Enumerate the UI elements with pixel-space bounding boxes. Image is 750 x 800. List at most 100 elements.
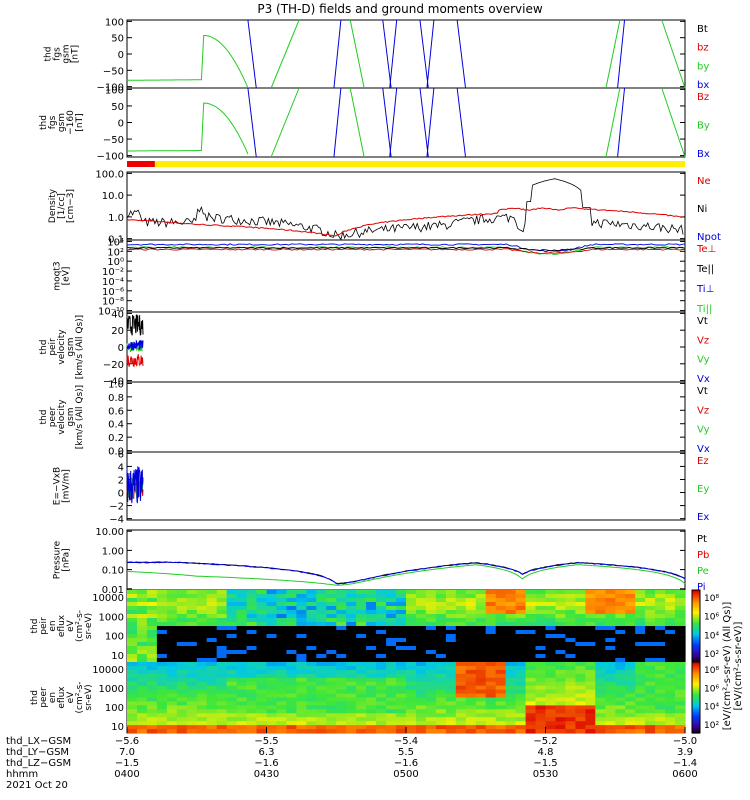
spectrogram-cell (156, 662, 168, 667)
spectrogram-cell (326, 705, 337, 710)
spectrogram-cell (555, 681, 567, 687)
spectrogram-cell (595, 638, 606, 643)
spectrogram-cell (306, 681, 317, 687)
spectrogram-cell (535, 590, 547, 595)
legend-entry: Pb (697, 550, 709, 561)
spectrogram-cell (535, 689, 547, 695)
colorbar-swatch (692, 701, 700, 704)
spectrogram-cell (515, 622, 527, 627)
spectrogram-cell (585, 654, 596, 659)
spectrogram-cell (346, 658, 357, 663)
spectrogram-cell (236, 650, 248, 655)
spectrogram-cell (445, 725, 457, 730)
spectrogram-cell (485, 697, 497, 702)
spectrogram-cell (425, 654, 437, 659)
spectrogram-cell (286, 606, 297, 611)
spectrogram-cell (356, 590, 367, 595)
spectrogram-cell (475, 650, 487, 655)
spectrogram-cell (675, 713, 686, 718)
spectrogram-cell (137, 673, 148, 679)
colorbar-swatch (692, 654, 700, 658)
colorbar-tick-label: 10⁴ (704, 631, 719, 641)
spectrogram-cell (266, 642, 278, 647)
spectrogram-cell (286, 654, 297, 659)
y-axis-label: thd (30, 619, 40, 634)
colorbar-swatch (692, 642, 700, 645)
spectrogram-cell (406, 614, 417, 619)
spectrogram-cell (246, 721, 258, 726)
spectrogram-cell (535, 638, 547, 643)
colorbar-swatch (692, 611, 700, 614)
spectrogram-cell (236, 721, 248, 726)
spectrogram-cell (216, 709, 228, 714)
spectrogram-cell (545, 642, 557, 647)
legend-entry: bx (697, 80, 709, 91)
spectrogram-cell (186, 721, 198, 726)
spectrogram-cell (555, 650, 567, 655)
spectrogram-cell (216, 598, 228, 603)
legend-entry: Pt (697, 534, 707, 545)
spectrogram-cell (366, 606, 377, 611)
spectrogram-cell (336, 709, 347, 714)
spectrogram-cell (465, 662, 477, 667)
spectrogram-cell (495, 673, 507, 679)
spectrogram-cell (655, 650, 666, 655)
spectrogram-cell (376, 622, 387, 627)
spectrogram-cell (206, 662, 218, 667)
spectrogram-cell (127, 630, 138, 635)
spectrogram-cell (515, 590, 527, 595)
spectrogram-cell (615, 665, 626, 671)
y-tick-label: 100 (105, 17, 124, 28)
spectrogram-cell (356, 610, 367, 615)
spectrogram-cell (296, 729, 307, 734)
spectrogram-cell (176, 665, 188, 671)
spectrogram-cell (495, 614, 507, 619)
spectrogram-cell (316, 606, 327, 611)
spectrogram-cell (575, 717, 586, 722)
spectrogram-cell (515, 650, 527, 655)
spectrogram-cell (615, 650, 626, 655)
spectrogram-cell (485, 654, 497, 659)
y-tick-label: 0.2 (108, 433, 124, 444)
spectrogram-cell (326, 709, 337, 714)
spectrogram-cell (127, 638, 138, 643)
spectrogram-cell (465, 638, 477, 643)
spectrogram-cell (146, 721, 158, 726)
spectrogram-cell (425, 638, 437, 643)
spectrogram-cell (515, 646, 527, 651)
y-axis-label: velocity (57, 329, 67, 365)
spectrogram-cell (475, 638, 487, 643)
spectrogram-cell (346, 650, 357, 655)
y-axis-label: [nT] (71, 45, 81, 63)
spectrogram-cell (495, 602, 507, 607)
spectrogram-cell (505, 610, 517, 615)
spectrogram-cell (256, 681, 268, 687)
spectrogram-cell (435, 697, 447, 702)
spectrogram-cell (605, 665, 616, 671)
spectrogram-cell (505, 638, 517, 643)
spectrogram-cell (366, 594, 377, 599)
spectrogram-cell (286, 697, 297, 702)
spectrogram-cell (316, 610, 327, 615)
legend-entry: Te⊥ (696, 244, 716, 255)
spectrogram-cell (605, 638, 616, 643)
spectrogram-cell (416, 662, 427, 667)
spectrogram-cell (675, 697, 686, 702)
y-axis-label: eV (66, 619, 76, 632)
spectrogram-cell (146, 705, 158, 710)
spectrogram-cell (665, 658, 676, 663)
spectrogram-cell (396, 650, 407, 655)
spectrogram-cell (286, 642, 297, 647)
spectrogram-cell (276, 669, 288, 675)
spectrogram-cell (416, 618, 427, 623)
spectrogram-cell (675, 725, 686, 730)
spectrogram-cell (156, 713, 168, 718)
spectrogram-cell (127, 650, 138, 655)
spectrogram-cell (216, 630, 228, 635)
spectrogram-cell (675, 685, 686, 691)
spectrogram-cell (206, 681, 218, 687)
spectrogram-cell (515, 598, 527, 603)
spectrogram-cell (236, 681, 248, 687)
spectrogram-cell (316, 697, 327, 702)
spectrogram-cell (635, 729, 646, 734)
